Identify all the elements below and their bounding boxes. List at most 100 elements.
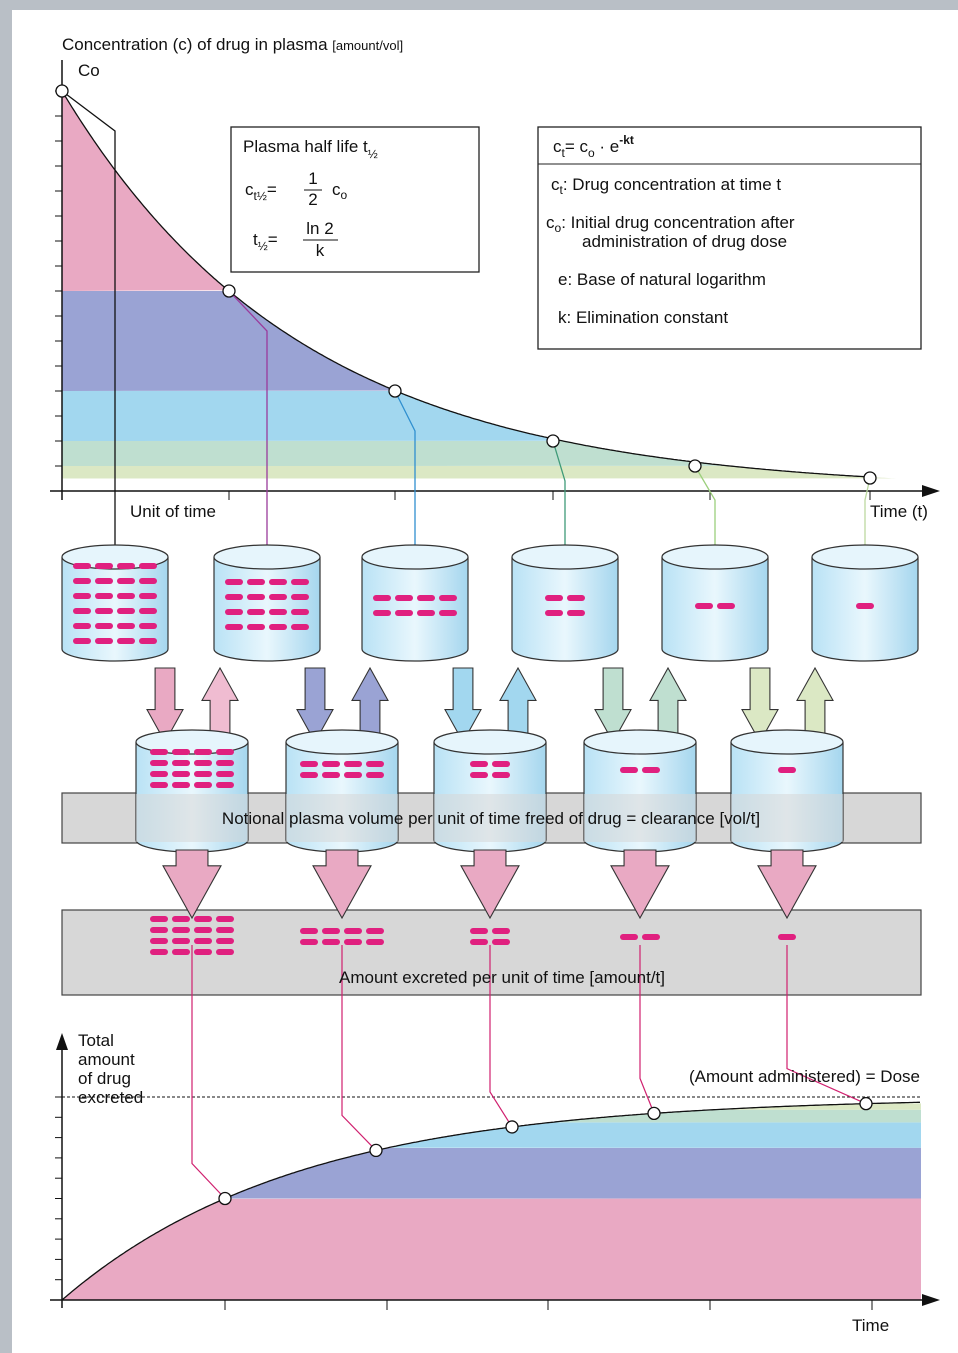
clearance-overlay bbox=[136, 794, 248, 842]
arrow bbox=[741, 667, 779, 744]
cylinder-top bbox=[583, 729, 697, 755]
drug-dash bbox=[139, 608, 157, 614]
drug-dash bbox=[492, 761, 510, 767]
point bbox=[369, 1143, 383, 1158]
axes bbox=[50, 60, 925, 500]
drug-dash bbox=[139, 578, 157, 584]
drug-dash bbox=[150, 927, 168, 933]
drug-dash bbox=[139, 593, 157, 599]
drug-dash bbox=[344, 928, 362, 934]
drug-dash bbox=[139, 563, 157, 569]
bottom-x-label: Time bbox=[852, 1316, 889, 1335]
drug-dash bbox=[225, 609, 243, 615]
drug-dash bbox=[856, 603, 874, 609]
drug-dash bbox=[470, 928, 488, 934]
drug-dash bbox=[300, 928, 318, 934]
drug-dash bbox=[291, 609, 309, 615]
drug-dash bbox=[139, 638, 157, 644]
drug-dash bbox=[194, 749, 212, 755]
clearance-overlay bbox=[731, 794, 843, 842]
drug-dash bbox=[117, 563, 135, 569]
arrow bbox=[296, 667, 334, 744]
drug-dash bbox=[439, 610, 457, 616]
cylinder-top bbox=[811, 544, 919, 570]
drug-dash bbox=[291, 579, 309, 585]
dose-label: (Amount administered) = Dose bbox=[689, 1067, 920, 1086]
arrow bbox=[594, 667, 632, 744]
drug-dash bbox=[216, 938, 234, 944]
def: e: Base of natural logarithm bbox=[558, 270, 766, 289]
cylinder-top bbox=[433, 729, 547, 755]
drug-dash bbox=[172, 782, 190, 788]
point bbox=[688, 459, 702, 473]
drug-dash bbox=[247, 579, 265, 585]
bottom-y-label: Total amount of drug excreted bbox=[78, 1031, 143, 1107]
drug-dash bbox=[225, 579, 243, 585]
point bbox=[222, 284, 236, 298]
drug-dash bbox=[492, 928, 510, 934]
drug-dash bbox=[417, 595, 435, 601]
c0-label: Co bbox=[78, 61, 100, 80]
connector bbox=[341, 945, 377, 1151]
cylinder-top bbox=[285, 729, 399, 755]
point bbox=[647, 1106, 661, 1121]
drug-dash bbox=[366, 772, 384, 778]
arrow bbox=[146, 667, 184, 744]
drug-dash bbox=[300, 772, 318, 778]
connector bbox=[61, 90, 116, 550]
drug-dash bbox=[172, 760, 190, 766]
point bbox=[55, 84, 69, 98]
drug-dash bbox=[269, 594, 287, 600]
drug-dash bbox=[247, 609, 265, 615]
cylinder-top bbox=[135, 729, 249, 755]
drug-dash bbox=[194, 760, 212, 766]
drug-dash bbox=[216, 949, 234, 955]
drug-dash bbox=[695, 603, 713, 609]
conc-band bbox=[62, 91, 228, 291]
drug-dash bbox=[470, 761, 488, 767]
drug-dash bbox=[73, 638, 91, 644]
eq2-den: k bbox=[316, 241, 325, 260]
drug-dash bbox=[117, 638, 135, 644]
drug-dash bbox=[117, 623, 135, 629]
drug-dash bbox=[269, 624, 287, 630]
connector bbox=[228, 290, 268, 550]
drug-dash bbox=[344, 939, 362, 945]
drug-dash bbox=[216, 749, 234, 755]
drug-dash bbox=[492, 772, 510, 778]
drug-dash bbox=[216, 760, 234, 766]
drug-dash bbox=[439, 595, 457, 601]
conc-band bbox=[62, 466, 896, 479]
conc-band bbox=[62, 291, 395, 391]
eq2-num: ln 2 bbox=[306, 219, 333, 238]
arrow bbox=[312, 849, 372, 920]
eq2: t½= bbox=[253, 230, 278, 253]
arrow bbox=[460, 849, 520, 920]
drug-dash bbox=[470, 939, 488, 945]
drug-dash bbox=[194, 916, 212, 922]
drug-dash bbox=[247, 624, 265, 630]
point bbox=[388, 384, 402, 398]
def: k: Elimination constant bbox=[558, 308, 728, 327]
cylinder-top bbox=[511, 544, 619, 570]
arrow bbox=[757, 849, 817, 920]
excreted-label: Amount excreted per unit of time [amount… bbox=[339, 968, 665, 987]
drug-dash bbox=[225, 624, 243, 630]
y-label: Concentration (c) of drug in plasma [amo… bbox=[62, 35, 403, 54]
cylinder bbox=[361, 557, 469, 662]
def: administration of drug dose bbox=[582, 232, 787, 251]
drug-dash bbox=[150, 749, 168, 755]
drug-dash bbox=[247, 594, 265, 600]
drug-dash bbox=[216, 927, 234, 933]
drug-dash bbox=[194, 771, 212, 777]
connector bbox=[394, 390, 416, 550]
cylinder bbox=[511, 557, 619, 662]
drug-dash bbox=[291, 594, 309, 600]
point bbox=[218, 1191, 232, 1206]
drug-dash bbox=[567, 595, 585, 601]
drug-dash bbox=[717, 603, 735, 609]
conc-curve bbox=[61, 90, 871, 478]
cylinder-top bbox=[730, 729, 844, 755]
arrowhead bbox=[56, 1033, 68, 1050]
drug-dash bbox=[95, 578, 113, 584]
